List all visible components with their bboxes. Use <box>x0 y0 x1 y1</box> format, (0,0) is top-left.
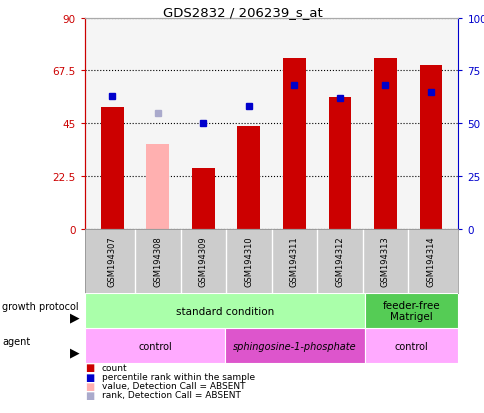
Text: standard condition: standard condition <box>175 306 273 316</box>
Text: ▶: ▶ <box>70 346 80 358</box>
Bar <box>373 58 396 229</box>
Text: control: control <box>394 341 428 351</box>
Bar <box>146 145 169 229</box>
Text: ■: ■ <box>85 390 94 400</box>
Text: GSM194308: GSM194308 <box>153 235 162 286</box>
Text: ■: ■ <box>85 381 94 391</box>
Text: GSM194314: GSM194314 <box>425 235 435 286</box>
Text: control: control <box>138 341 171 351</box>
Text: growth protocol: growth protocol <box>2 301 79 311</box>
Text: count: count <box>102 363 127 372</box>
Text: agent: agent <box>2 336 30 346</box>
Text: feeder-free
Matrigel: feeder-free Matrigel <box>382 300 439 322</box>
Text: GSM194311: GSM194311 <box>289 235 298 286</box>
Bar <box>192 169 214 229</box>
Bar <box>237 126 260 229</box>
Text: GDS2832 / 206239_s_at: GDS2832 / 206239_s_at <box>162 6 322 19</box>
Bar <box>364 293 457 328</box>
Bar <box>85 293 364 328</box>
Text: GSM194310: GSM194310 <box>244 235 253 286</box>
Text: ■: ■ <box>85 363 94 373</box>
Text: GSM194313: GSM194313 <box>380 235 389 286</box>
Bar <box>282 58 305 229</box>
Text: ■: ■ <box>85 372 94 382</box>
Text: GSM194307: GSM194307 <box>107 235 117 286</box>
Bar <box>328 98 350 229</box>
Bar <box>225 328 364 363</box>
Text: value, Detection Call = ABSENT: value, Detection Call = ABSENT <box>102 381 245 390</box>
Text: GSM194309: GSM194309 <box>198 235 207 286</box>
Bar <box>101 107 123 229</box>
Text: ▶: ▶ <box>70 311 80 323</box>
Bar <box>364 328 457 363</box>
Text: sphingosine-1-phosphate: sphingosine-1-phosphate <box>233 341 356 351</box>
Text: GSM194312: GSM194312 <box>335 235 344 286</box>
Text: rank, Detection Call = ABSENT: rank, Detection Call = ABSENT <box>102 390 240 399</box>
Bar <box>419 65 441 229</box>
Text: percentile rank within the sample: percentile rank within the sample <box>102 372 255 381</box>
Bar <box>85 328 225 363</box>
